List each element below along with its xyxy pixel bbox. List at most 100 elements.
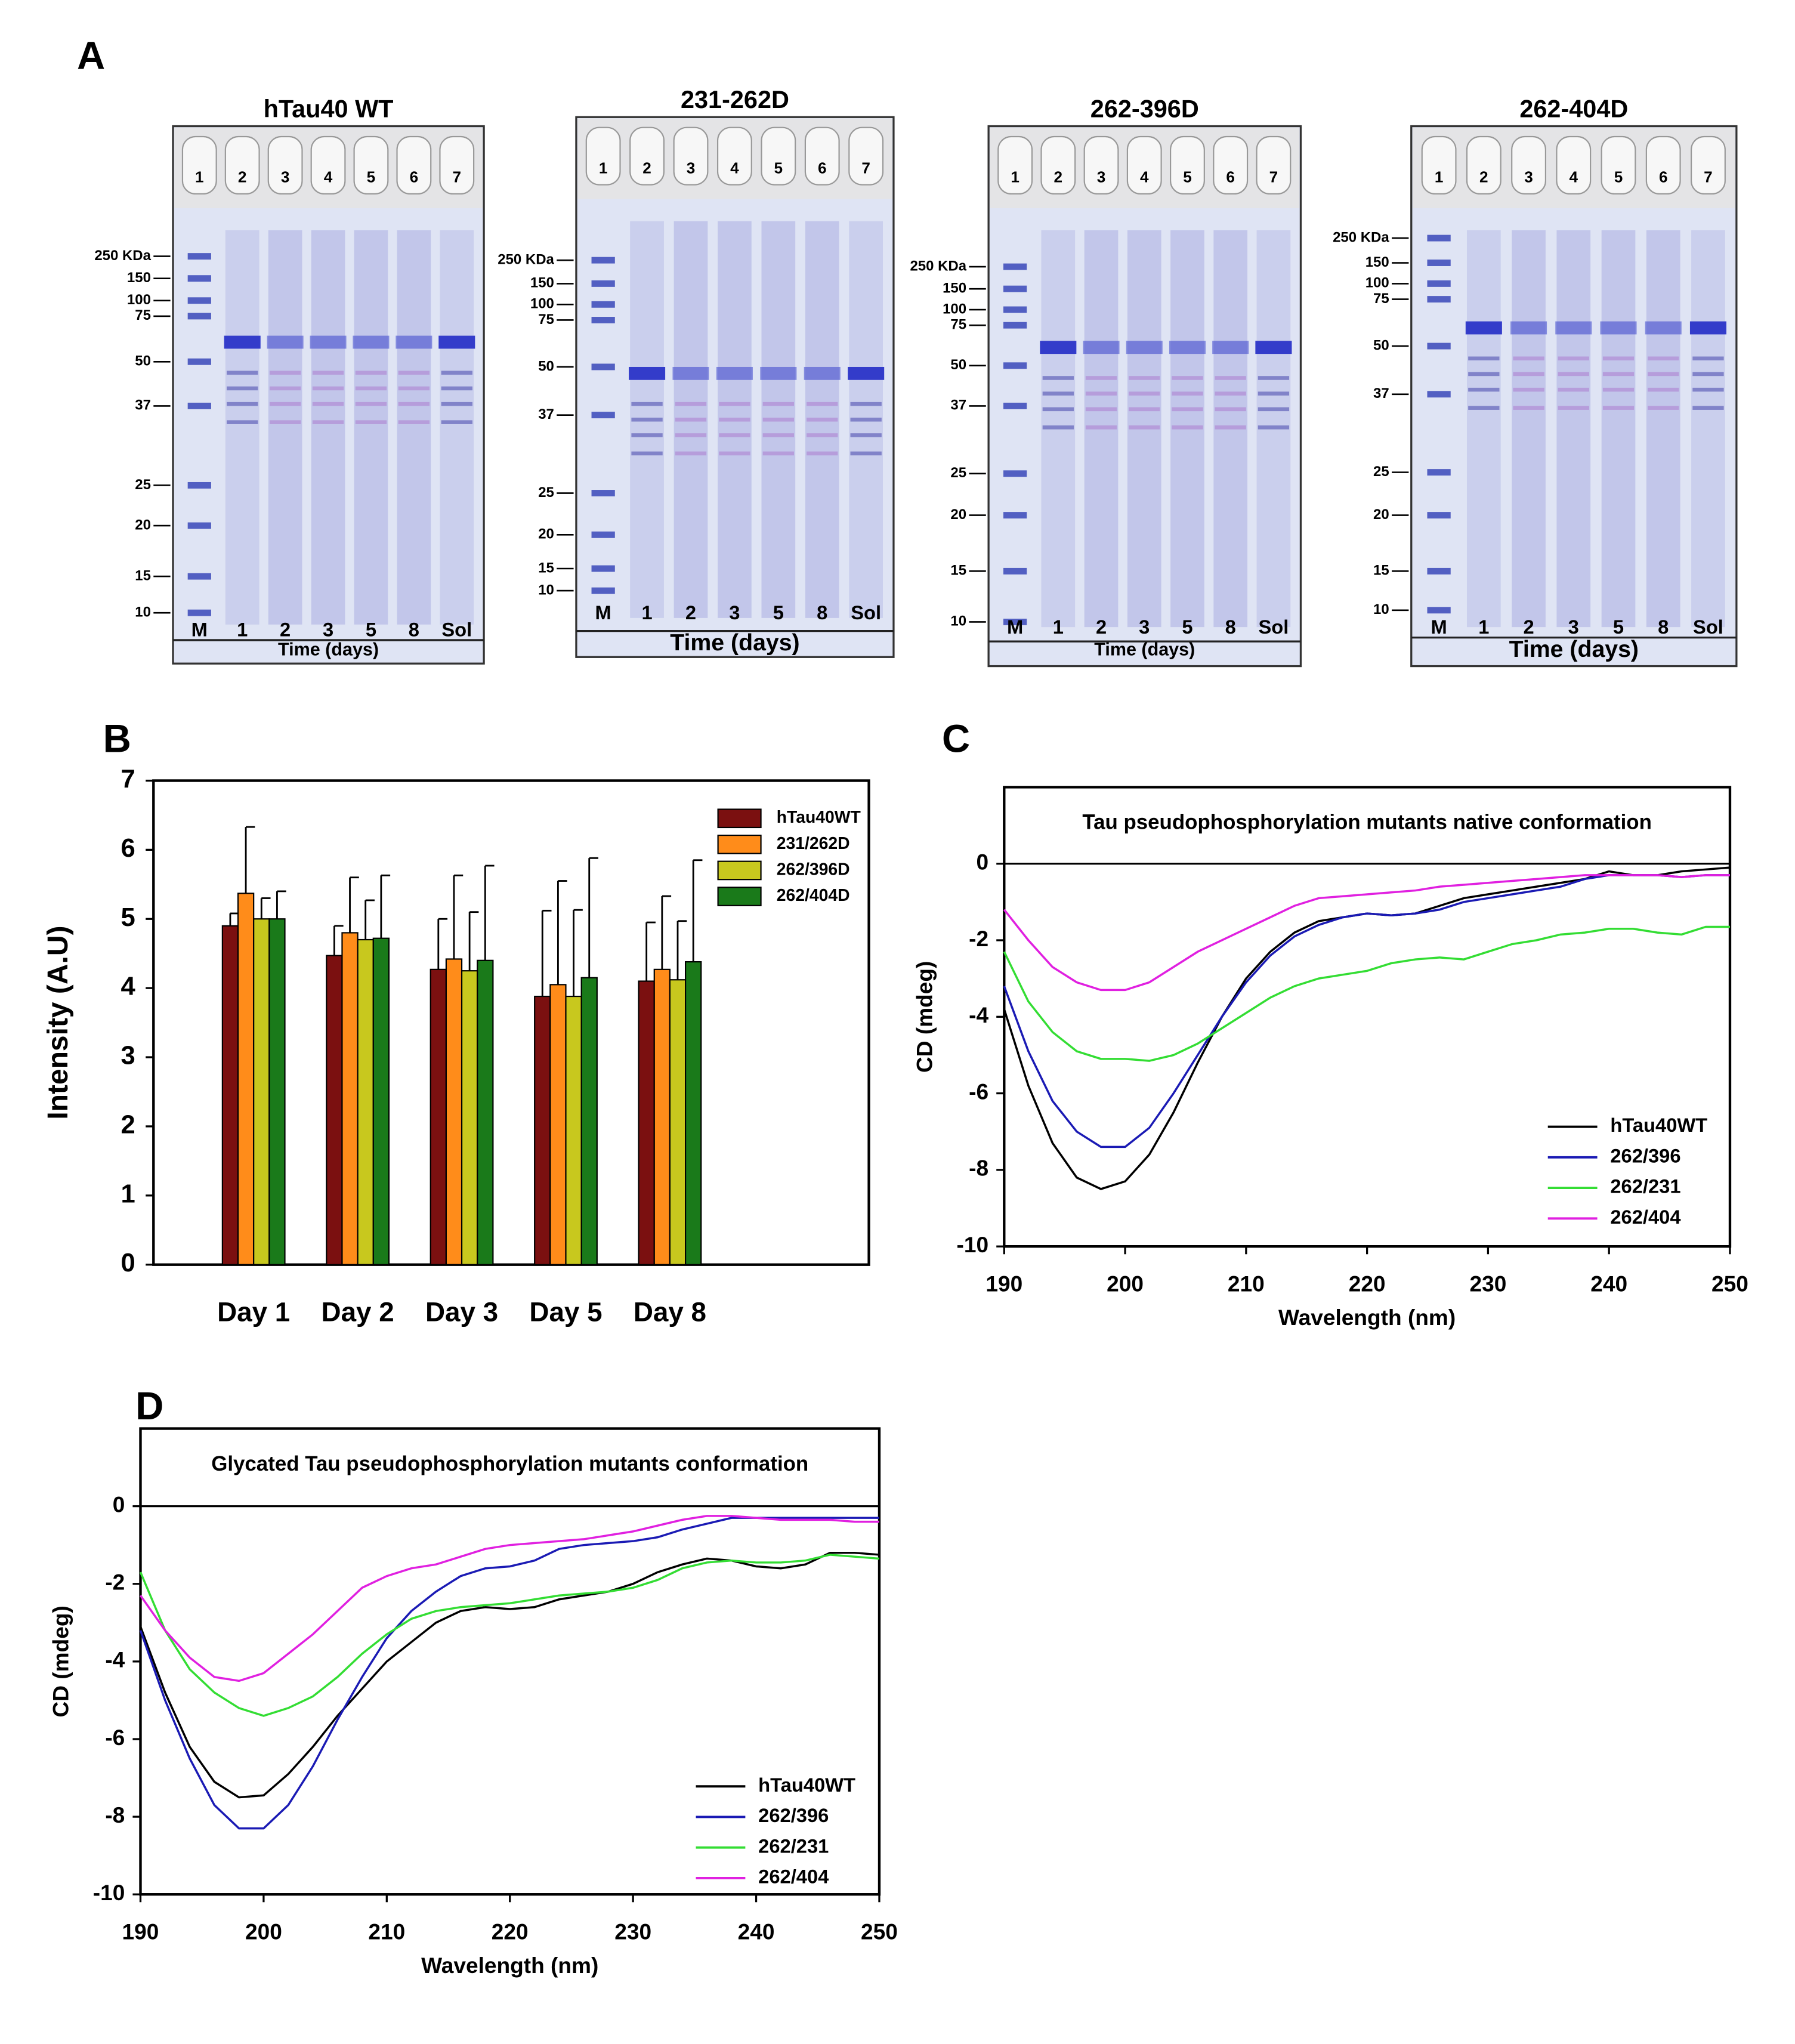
band	[850, 418, 882, 422]
band	[1648, 356, 1679, 361]
bar	[638, 980, 655, 1265]
lane-label: 5	[1182, 616, 1192, 638]
well-number: 5	[774, 159, 783, 177]
well	[1170, 135, 1205, 195]
ladder-band	[1003, 322, 1027, 329]
marker-label: 100	[127, 292, 151, 308]
band	[1255, 341, 1292, 354]
well	[396, 135, 432, 195]
band	[396, 335, 432, 349]
band	[1085, 376, 1117, 380]
ladder-band	[1003, 512, 1027, 519]
band	[1510, 321, 1547, 335]
band	[1212, 341, 1249, 354]
ladder-band	[1427, 469, 1451, 476]
band	[1172, 425, 1203, 430]
band	[1042, 425, 1074, 430]
legend-label: 262/231	[1610, 1175, 1680, 1197]
well-number: 6	[818, 159, 827, 177]
well-number: 5	[1183, 168, 1192, 186]
lane-label: 8	[1225, 616, 1236, 638]
well	[585, 126, 621, 186]
ladder-band	[591, 565, 615, 572]
ladder-band	[1003, 285, 1027, 292]
marker-label: 15	[538, 560, 554, 576]
lane-smear	[1213, 230, 1248, 628]
ladder-band	[1427, 607, 1451, 614]
x-tick-label: 190	[122, 1919, 159, 1944]
band	[1602, 356, 1635, 361]
y-axis-label: CD (mdeg)	[912, 961, 937, 1073]
well-number: 4	[1570, 168, 1578, 186]
marker-label: 150	[530, 275, 554, 291]
band	[1215, 425, 1246, 430]
bar	[372, 937, 390, 1265]
well-number: 2	[1054, 168, 1063, 186]
chart-title: Tau pseudophosphorylation mutants native…	[1082, 811, 1652, 834]
panel-label: D	[135, 1384, 163, 1428]
well	[761, 126, 796, 186]
well	[1421, 135, 1457, 195]
x-tick-label: Day 8	[634, 1297, 706, 1327]
band	[269, 420, 301, 424]
x-axis-label: Wavelength (nm)	[1278, 1305, 1456, 1330]
ladder-band	[1427, 234, 1451, 242]
ladder-band	[591, 317, 615, 323]
gel-xlabel: Time (days)	[1509, 636, 1639, 662]
legend-label: hTau40WT	[1610, 1114, 1707, 1136]
band	[269, 402, 301, 406]
lane-label: M	[191, 618, 208, 640]
well-number: 6	[1226, 168, 1235, 186]
gel-title: hTau40 WT	[264, 94, 394, 122]
marker-label: 100	[1365, 275, 1389, 291]
band	[631, 418, 663, 422]
x-tick-label: Day 3	[425, 1297, 498, 1327]
well-number: 3	[281, 168, 290, 186]
lane-label: 3	[323, 618, 333, 640]
y-tick-label: -4	[105, 1647, 125, 1672]
ladder-band	[1003, 362, 1027, 369]
panel-label: A	[77, 33, 105, 77]
band	[227, 420, 258, 424]
y-tick-label: 3	[121, 1042, 135, 1070]
lane-smear	[673, 221, 708, 618]
band	[1215, 391, 1246, 396]
well	[848, 126, 884, 186]
well-number: 3	[1524, 168, 1533, 186]
marker-label: 100	[943, 301, 966, 317]
band	[848, 366, 885, 380]
lane-smear	[225, 230, 259, 625]
well	[1466, 135, 1502, 195]
marker-label: 150	[1365, 254, 1389, 270]
x-tick-label: 250	[861, 1919, 898, 1944]
lane-smear	[1466, 230, 1501, 628]
well	[1040, 135, 1076, 195]
well-number: 3	[1097, 168, 1106, 186]
marker-label: 75	[538, 311, 554, 328]
band	[762, 402, 794, 406]
lane-smear	[354, 230, 388, 625]
chart-title: Glycated Tau pseudophosphorylation mutan…	[211, 1452, 808, 1475]
band	[312, 370, 344, 375]
bar	[326, 955, 343, 1265]
y-tick-label: 1	[121, 1180, 135, 1208]
lane-label: M	[1007, 616, 1023, 638]
well-number: 2	[642, 159, 651, 177]
band	[1602, 372, 1635, 376]
ladder-band	[1003, 263, 1027, 270]
marker-label: 100	[530, 296, 554, 312]
band	[1689, 321, 1726, 335]
band	[1600, 321, 1637, 335]
marker-label: 10	[538, 582, 554, 598]
band	[1126, 341, 1163, 354]
well-number: 7	[1704, 168, 1713, 186]
marker-label: 10	[1373, 601, 1389, 617]
well	[804, 126, 840, 186]
band	[762, 433, 794, 437]
ladder-band	[187, 609, 211, 616]
lane-smear	[1127, 230, 1161, 628]
band	[441, 420, 472, 424]
bar	[253, 918, 270, 1265]
lane-label: 5	[1613, 616, 1624, 638]
lane-label: Sol	[1693, 616, 1723, 638]
